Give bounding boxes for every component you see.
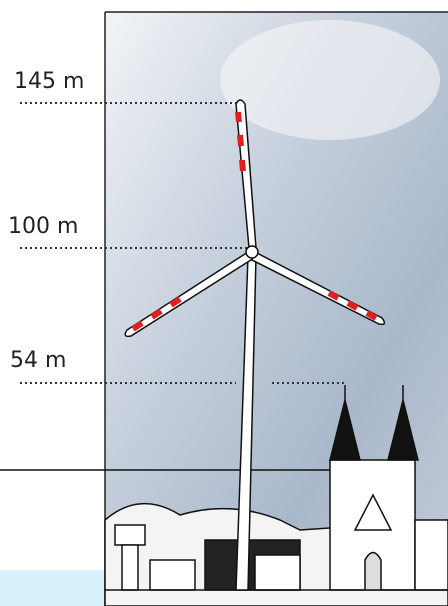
height-label: 100 m (8, 214, 78, 239)
cloud (220, 20, 440, 140)
bottom-band (0, 570, 120, 606)
height-label: 145 m (14, 69, 84, 94)
page: {"markers": ["145 m", "100 m", "54 m"]} (0, 0, 448, 606)
height-label: 54 m (10, 348, 66, 373)
illustration: 145 m 100 m 54 m (0, 0, 448, 606)
